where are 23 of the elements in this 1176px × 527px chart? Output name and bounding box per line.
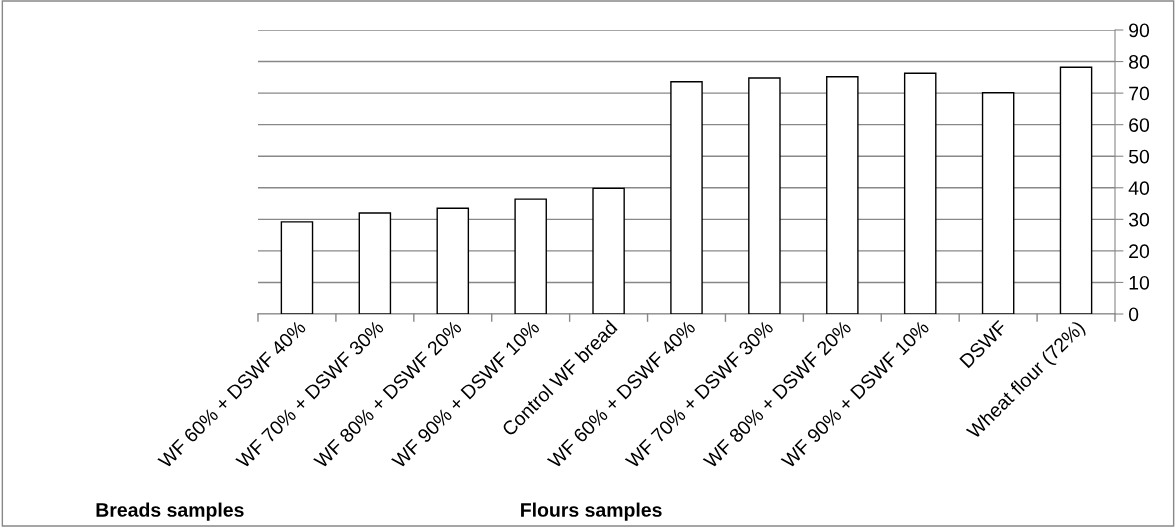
y-tick-label: 80 xyxy=(1129,55,1150,69)
bar xyxy=(981,92,1015,314)
text: Breads samples xyxy=(96,502,244,521)
bar xyxy=(358,212,392,314)
bar xyxy=(670,81,703,314)
y-tick-label: 0 xyxy=(1128,307,1139,322)
y-tick-label: 60 xyxy=(1129,118,1150,132)
bar xyxy=(592,187,625,314)
y-tick-label: 30 xyxy=(1128,212,1150,227)
bar xyxy=(903,72,937,314)
y-tick-label: 70 xyxy=(1129,86,1150,101)
bar xyxy=(826,76,859,314)
y-tick-label: 20 xyxy=(1129,244,1150,259)
bar xyxy=(1059,66,1093,314)
text: Flours samples xyxy=(521,502,662,521)
bar xyxy=(748,77,781,314)
y-tick-label: 10 xyxy=(1129,275,1150,290)
y-tick-label: 90 xyxy=(1129,23,1150,38)
bar xyxy=(436,207,470,314)
y-tick-label: 50 xyxy=(1128,149,1150,164)
bar xyxy=(514,198,547,314)
y-tick-label: 40 xyxy=(1128,181,1150,196)
bar xyxy=(280,221,314,314)
